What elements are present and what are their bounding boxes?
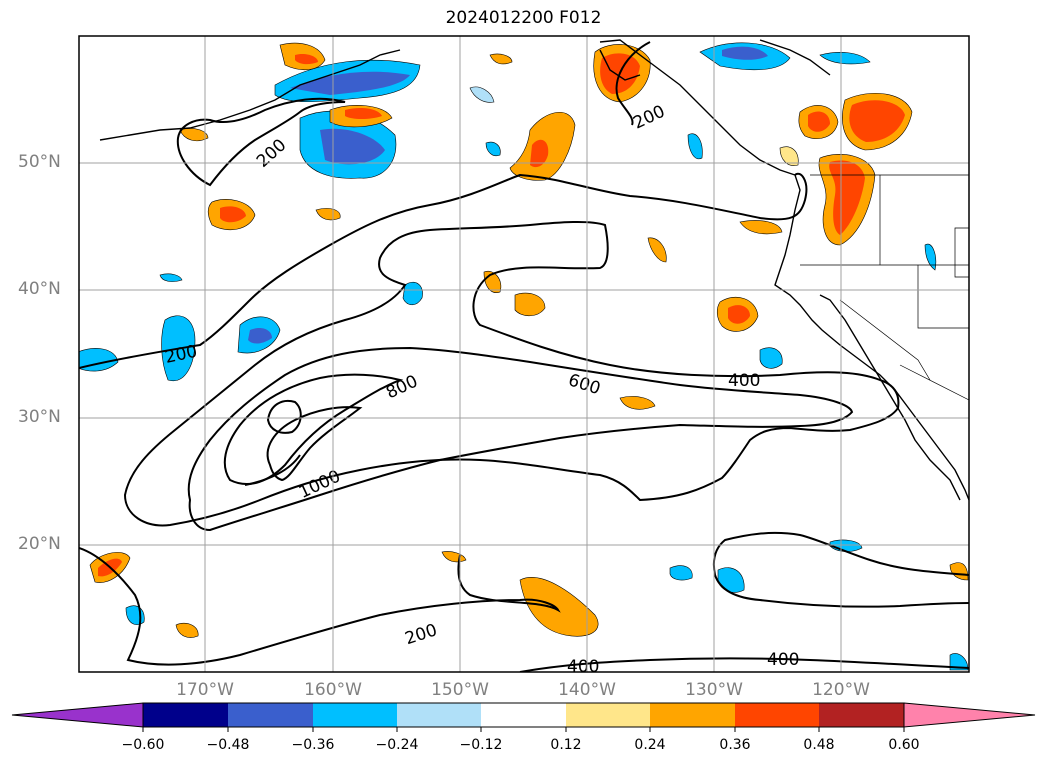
neg-patch-core (248, 327, 272, 344)
contour-200-alaska (615, 41, 651, 126)
pos-patch-core (345, 108, 382, 119)
neg-patch (759, 347, 783, 369)
pos-patch (514, 292, 546, 317)
neg-patch-core (290, 71, 410, 95)
lon-label-170w: 170°W (176, 680, 234, 700)
lat-label-30n: 30°N (18, 407, 61, 427)
colorbar-bin (228, 703, 313, 727)
pos-patch (315, 208, 341, 221)
colorbar-bin (397, 703, 481, 727)
lat-label-20n: 20°N (18, 534, 61, 554)
contour-800-b (244, 454, 301, 486)
pos-patch-core (849, 100, 905, 142)
pos-patch (179, 128, 209, 142)
colorbar-bin (819, 703, 904, 727)
colorbar-bin (481, 703, 566, 727)
lon-label-140w: 140°W (558, 680, 616, 700)
contour-400-bottom (519, 657, 969, 672)
coastlines (99, 39, 969, 501)
gridlines (79, 36, 969, 672)
contour-400 (123, 220, 900, 527)
pos-patch (949, 562, 969, 581)
neg-patch (485, 141, 501, 157)
contour-label: 400 (567, 657, 599, 677)
colorbar (11, 702, 1036, 732)
contour-label-group: 200 200 200 200 400 400 400 600 800 1000 (163, 102, 799, 677)
pos-patch (739, 220, 783, 235)
neg-patch-core (320, 128, 385, 165)
colorbar-extend-low (11, 702, 144, 728)
pos-patch-core (295, 53, 318, 65)
colorbar-tick-label: 0.12 (550, 737, 582, 753)
pos-patch-core (220, 206, 246, 223)
colorbar-tick-label: 0.24 (634, 737, 666, 753)
contour-800 (223, 373, 404, 485)
lon-label-160w: 160°W (304, 680, 362, 700)
pos-patch (647, 237, 667, 263)
map-title: 2024012200 F012 (445, 8, 602, 28)
neg-patch (669, 565, 693, 581)
map-background (79, 36, 969, 672)
map-frame (78, 35, 970, 673)
neg-patch (924, 243, 937, 271)
lon-label-150w: 150°W (431, 680, 489, 700)
colorbar-tick-label: −0.48 (206, 737, 250, 753)
colorbar-tick-label: −0.12 (459, 737, 503, 753)
neg-patch (159, 273, 183, 282)
neg-patch (687, 133, 703, 160)
lon-label-120w: 120°W (812, 680, 870, 700)
pos-patch-core (728, 305, 750, 324)
colorbar-bin (143, 703, 228, 727)
neg-patch (402, 281, 423, 306)
contour-200-south (79, 547, 561, 666)
pos-patch (175, 622, 199, 638)
neg-patch (819, 52, 871, 65)
neg-patch (949, 653, 969, 671)
pos-patch (489, 53, 513, 65)
colorbar-bin (566, 703, 650, 727)
colorbar-ticks (142, 727, 905, 732)
colorbar-outline (142, 702, 905, 728)
pos-patch (519, 577, 599, 637)
contour-600 (187, 346, 854, 532)
contour-200-outer (79, 172, 808, 369)
state-borders (800, 174, 969, 401)
colorbar-bin (313, 703, 397, 727)
pos-patch-core (829, 160, 865, 235)
colorbar-tick-label: 0.36 (719, 737, 751, 753)
lat-label-40n: 40°N (18, 279, 61, 299)
lat-label-50n: 50°N (18, 152, 61, 172)
neg-patch-core (722, 46, 768, 60)
neg-patch (469, 86, 495, 103)
pos-patch (779, 146, 799, 166)
pos-patch-core (808, 111, 830, 132)
contour-200-north (176, 97, 346, 187)
contour-400-south (712, 531, 969, 608)
contours (79, 41, 969, 672)
pos-patch-core (530, 139, 549, 168)
lon-label-130w: 130°W (685, 680, 743, 700)
colorbar-tick-label: 0.48 (803, 737, 835, 753)
contour-label: 400 (728, 371, 760, 391)
colorbar-tick-label: −0.24 (375, 737, 419, 753)
contour-1000-small (266, 400, 302, 434)
colorbar-tick-label: −0.60 (121, 737, 165, 753)
colorbar-bin (735, 703, 819, 727)
colorbar-bin (650, 703, 735, 727)
pos-patch (619, 396, 656, 410)
colorbar-tick-label: −0.36 (291, 737, 335, 753)
colorbar-extend-high (903, 702, 1036, 728)
contour-1000 (266, 406, 363, 482)
colorbar-tick-label: 0.60 (888, 737, 920, 753)
contour-label: 400 (767, 650, 799, 670)
